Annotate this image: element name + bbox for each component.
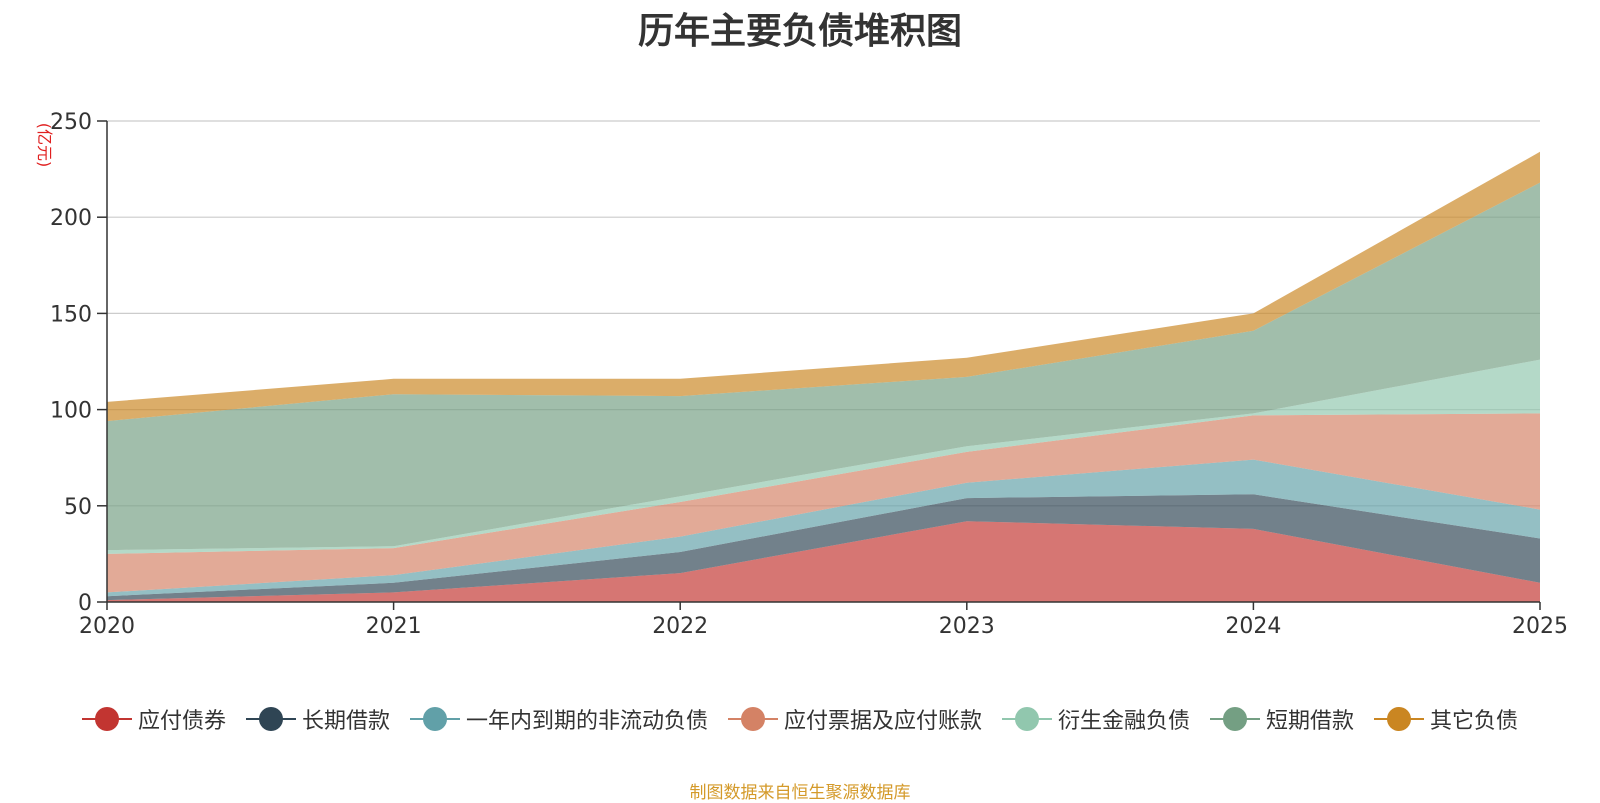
y-tick-label: 50 (64, 495, 92, 520)
area-series-6 (107, 151, 1540, 422)
legend-label: 一年内到期的非流动负债 (465, 709, 708, 734)
y-tick-label: 200 (50, 206, 92, 231)
legend-marker-icon (1374, 707, 1425, 731)
y-tick-label: 0 (78, 591, 92, 616)
legend: 应付债券 长期借款 一年内到期的非流动负债 应付票据及应付账款 衍生金融负债 短期借款 其它… (0, 704, 1600, 734)
y-tick-label: 150 (50, 302, 92, 327)
x-tick-label: 2022 (652, 614, 708, 639)
area-series-2 (107, 459, 1540, 597)
legend-label: 应付票据及应付账款 (783, 709, 982, 734)
x-tick-label: 2025 (1512, 614, 1568, 639)
legend-label: 其它负债 (1430, 709, 1519, 734)
legend-item[interactable]: 应付票据及应付账款 (727, 703, 982, 735)
x-tick-label: 2020 (79, 614, 135, 639)
legend-marker-icon (409, 707, 460, 731)
legend-marker-icon (727, 707, 778, 731)
x-tick-label: 2023 (939, 614, 995, 639)
area-series-3 (107, 413, 1540, 593)
unit-label: (亿元) (35, 123, 54, 168)
legend-marker-icon (1210, 707, 1261, 731)
legend-item[interactable]: 应付债券 (81, 703, 226, 735)
legend-item[interactable]: 短期借款 (1210, 703, 1354, 735)
legend-item[interactable]: 长期借款 (245, 703, 390, 735)
legend-marker-icon (1002, 707, 1052, 731)
legend-marker-icon (81, 707, 132, 731)
legend-label: 衍生金融负债 (1058, 709, 1191, 734)
legend-label: 长期借款 (301, 709, 390, 734)
x-tick-label: 2024 (1225, 614, 1281, 639)
chart-title: 历年主要负债堆积图 (637, 11, 962, 52)
legend-item[interactable]: 一年内到期的非流动负债 (409, 703, 708, 735)
legend-label: 应付债券 (137, 709, 226, 734)
legend-label: 短期借款 (1266, 709, 1355, 734)
area-series-1 (107, 494, 1540, 601)
legend-marker-icon (245, 707, 296, 731)
legend-item[interactable]: 其它负债 (1374, 703, 1518, 735)
x-tick-label: 2021 (366, 614, 422, 639)
legend-item[interactable]: 衍生金融负债 (1002, 703, 1190, 735)
y-tick-label: 250 (50, 110, 92, 135)
y-tick-label: 100 (50, 399, 92, 424)
area-series-5 (107, 182, 1540, 551)
source-note: 制图数据来自恒生聚源数据库 (689, 783, 911, 803)
area-series-0 (107, 521, 1540, 602)
